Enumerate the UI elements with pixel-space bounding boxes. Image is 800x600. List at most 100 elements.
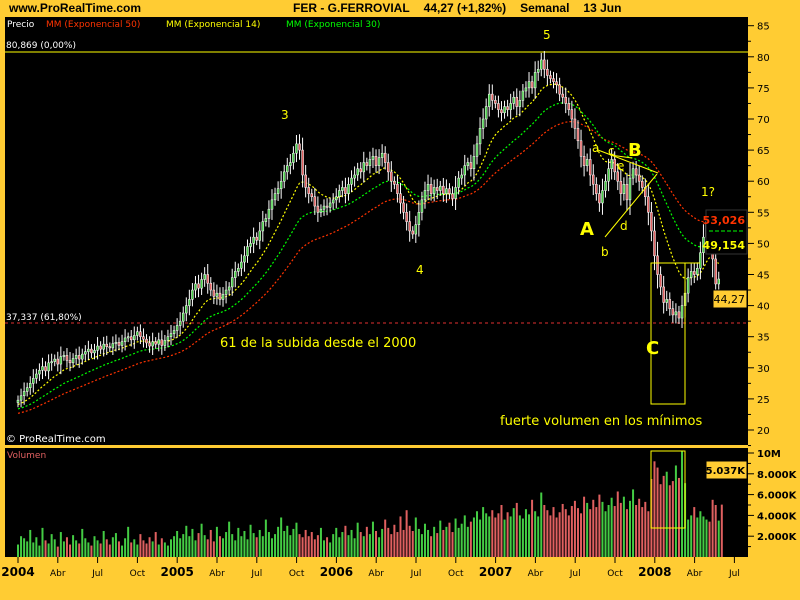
- candle-down: [304, 174, 307, 188]
- candle-down: [619, 180, 623, 194]
- candle-down: [494, 100, 497, 104]
- volume-bar: [534, 511, 537, 557]
- volume-bar: [469, 521, 472, 557]
- volume-bar: [237, 527, 240, 557]
- candle-up: [622, 184, 626, 194]
- price-tick-label: 30: [757, 364, 770, 375]
- candle-down: [656, 255, 659, 275]
- volume-bar: [249, 524, 252, 557]
- volume-bar: [371, 521, 374, 557]
- candle-up: [243, 255, 246, 263]
- volume-bar: [209, 529, 212, 557]
- volume-bar: [228, 521, 231, 557]
- volume-highlight-box[interactable]: [650, 450, 686, 529]
- candle-down: [393, 180, 396, 185]
- candle-down: [595, 184, 598, 194]
- volume-bar: [222, 538, 225, 557]
- wave-1-question: 1?: [701, 185, 715, 199]
- candle-down: [344, 187, 347, 194]
- candle-down: [469, 162, 473, 170]
- volume-bar: [491, 510, 494, 557]
- volume-bar: [53, 539, 56, 557]
- volume-bar: [50, 534, 53, 557]
- site-name[interactable]: www.ProRealTime.com: [9, 1, 142, 15]
- volume-bar: [439, 520, 442, 557]
- volume-bar: [417, 528, 420, 557]
- candle-up: [334, 196, 338, 201]
- candle-down: [365, 162, 369, 166]
- volume-bar: [485, 513, 488, 557]
- volume-bar: [555, 517, 558, 557]
- volume-bar: [433, 526, 436, 557]
- volume-bar: [264, 519, 267, 557]
- volume-bar: [362, 536, 365, 557]
- volume-bar: [295, 522, 298, 557]
- volume-bar: [595, 507, 598, 557]
- volume-bar: [687, 519, 690, 557]
- candle-down: [212, 289, 216, 297]
- candle-up: [114, 342, 118, 344]
- volume-bar: [47, 543, 50, 557]
- volume-tick-label: 6.000K: [757, 491, 798, 502]
- candle-up: [279, 180, 283, 189]
- volume-last-value: 5.037K: [706, 466, 747, 477]
- symbol-name: FER - G.FERROVIAL: [293, 1, 410, 15]
- volume-bar: [567, 515, 570, 557]
- volume-bar: [41, 527, 44, 557]
- candle-up: [35, 373, 38, 379]
- candle-up: [249, 243, 252, 247]
- candle-up: [353, 174, 356, 179]
- candle-up: [702, 236, 705, 253]
- candle-up: [674, 311, 678, 316]
- volume-bar: [353, 538, 356, 557]
- trendline-b-d[interactable]: [604, 173, 658, 238]
- candle-up: [699, 252, 702, 269]
- legend-ema50: MM (Exponencial 50): [46, 20, 140, 30]
- volume-bar: [622, 496, 625, 557]
- volume-bar: [503, 519, 506, 557]
- volume-bar: [476, 511, 478, 557]
- volume-bar: [598, 494, 601, 557]
- candle-up: [628, 177, 632, 201]
- candle-down: [68, 360, 72, 364]
- candle-up: [93, 350, 96, 354]
- wave-c: c: [608, 144, 615, 158]
- date: 13 Jun: [583, 1, 622, 15]
- candle-down: [634, 168, 638, 176]
- volume-bar: [414, 517, 417, 557]
- volume-bar: [283, 531, 286, 557]
- price-panel[interactable]: [5, 17, 748, 445]
- candle-up: [50, 361, 53, 364]
- candle-up: [28, 383, 32, 388]
- volume-bar: [512, 508, 515, 557]
- candle-down: [546, 68, 549, 76]
- wave-drawings[interactable]: [597, 149, 700, 529]
- volume-bar: [170, 539, 172, 557]
- candle-down: [530, 81, 534, 89]
- candle-up: [19, 395, 23, 401]
- candle-up: [356, 168, 359, 176]
- candle-down: [402, 202, 405, 213]
- candle-up: [227, 286, 231, 291]
- volume-bar: [472, 517, 475, 557]
- candle-down: [145, 338, 148, 344]
- trendline-a-e[interactable]: [597, 149, 659, 174]
- volume-bar: [641, 507, 644, 557]
- time-tick-label: Oct: [289, 569, 305, 579]
- candle-up: [41, 366, 44, 371]
- candle-down: [298, 143, 301, 151]
- volume-bar: [255, 537, 258, 557]
- volume-bar: [185, 525, 188, 557]
- candle-up: [181, 312, 185, 322]
- volume-bar: [521, 518, 524, 557]
- candle-up: [527, 81, 531, 89]
- volume-bar: [206, 539, 209, 557]
- ema-value-box: [705, 209, 748, 255]
- candle-down: [653, 230, 656, 257]
- price-tick-label: 80: [757, 53, 770, 64]
- trendline-c-e[interactable]: [609, 154, 633, 159]
- volume-bar: [121, 545, 124, 557]
- volume-bar: [56, 546, 59, 557]
- candle-down: [197, 283, 200, 289]
